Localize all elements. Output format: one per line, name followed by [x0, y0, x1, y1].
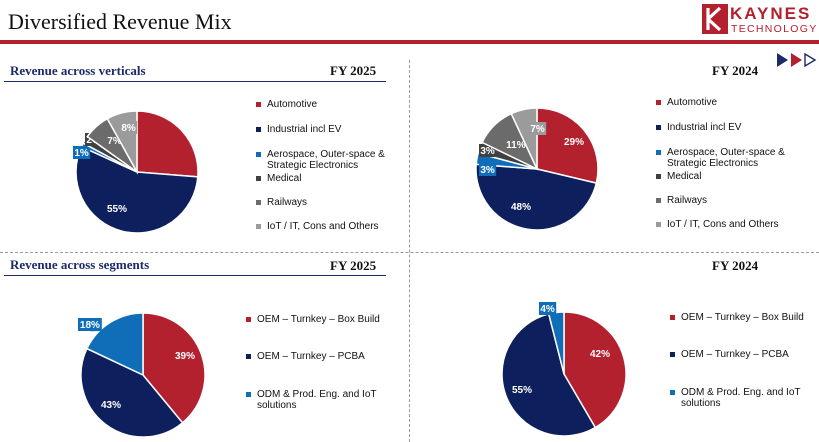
pie-label: 55%: [107, 204, 127, 215]
pie-label: 1%: [74, 148, 89, 159]
legend-label: ODM & Prod. Eng. and IoT solutions: [257, 389, 377, 411]
pie-segments-fy2025: 39% 43% 18%: [78, 312, 206, 438]
pie-label: 3%: [480, 146, 495, 157]
legend-label: Aerospace, Outer-space & Strategic Electr…: [667, 147, 785, 169]
pie-label: 18%: [80, 320, 100, 331]
verticals-heading: Revenue across verticals: [10, 63, 146, 78]
pie-slice-industrial-incl-ev: [475, 163, 598, 231]
legend-label: OEM – Turnkey – Box Build: [257, 314, 380, 325]
legend-label: Railways: [667, 195, 708, 206]
legend-label: ODM & Prod. Eng. and IoT solutions: [681, 387, 801, 409]
pie-label-box: [73, 146, 91, 159]
fy-label-segments-2024: FY 2024: [712, 258, 759, 273]
vertical-divider: [409, 60, 410, 442]
legend-swatch: [656, 125, 661, 130]
page-title: Diversified Revenue Mix: [8, 9, 232, 34]
pie-label: 29%: [564, 137, 584, 148]
pie-slice-odm-prod-eng-and-iot-solutions: [85, 312, 144, 377]
horizontal-divider: [0, 252, 819, 253]
pie-label: 39%: [175, 351, 195, 362]
pie-segments-fy2024: 42% 55% 4%: [501, 302, 627, 437]
pie-slice-industrial-incl-ev: [75, 145, 199, 234]
legend-swatch: [256, 224, 261, 229]
pie-label: 43%: [101, 400, 121, 411]
pie-label: 7%: [530, 124, 545, 135]
legend-swatch: [256, 127, 261, 132]
pie-label: 8%: [121, 123, 136, 134]
segments-heading: Revenue across segments: [10, 257, 150, 272]
segments-underline: [4, 275, 386, 276]
legend-label: Automotive: [667, 97, 718, 108]
pie-slice-oem-turnkey-box-build: [563, 311, 627, 429]
legend-swatch: [656, 222, 661, 227]
legend-label: Railways: [267, 197, 308, 208]
logo-word: KAYNES: [730, 4, 812, 23]
legend-label: Medical: [267, 173, 302, 184]
legend-label: OEM – Turnkey – PCBA: [257, 351, 365, 362]
pie-label-box: [539, 302, 557, 315]
logo-subword: TECHNOLOGY: [731, 23, 818, 35]
legend-label: IoT / IT, Cons and Others: [267, 221, 379, 232]
legend-swatch: [246, 354, 251, 359]
legend-label: Automotive: [267, 99, 318, 110]
pie-label-box: [120, 121, 138, 134]
pie-label-box: [504, 138, 528, 151]
header-rule: [0, 40, 819, 44]
legend-swatch: [246, 317, 251, 322]
fy-label-verticals-2024: FY 2024: [712, 63, 759, 78]
legend-label: OEM – Turnkey – PCBA: [681, 349, 789, 360]
fy-label-verticals-2025: FY 2025: [330, 63, 377, 78]
pie-label: 11%: [506, 140, 526, 151]
legend-swatch: [246, 392, 251, 397]
legend-swatch: [256, 176, 261, 181]
legend-label: Aerospace, Outer-space & Strategic Electr…: [267, 149, 385, 171]
legend-swatch: [670, 390, 675, 395]
pie-slice-oem-turnkey-pcba: [501, 312, 597, 437]
legend-swatch: [656, 174, 661, 179]
legend-label: Industrial incl EV: [667, 122, 742, 133]
pie-label: 7%: [107, 136, 122, 147]
legend-swatch: [670, 315, 675, 320]
legend-swatch: [656, 150, 661, 155]
pie-label: 3%: [480, 165, 495, 176]
pie-label: 48%: [511, 202, 531, 213]
legend-swatch: [256, 102, 261, 107]
company-logo: KAYNES TECHNOLOGY: [702, 4, 818, 38]
pie-verticals-fy2025: 26%55%1%2%7%8%: [73, 110, 199, 234]
legend-swatch: [670, 352, 675, 357]
pie-verticals-fy2024: 29% 48% 3% 3% 11% 7%: [475, 107, 599, 231]
fy-label-segments-2025: FY 2025: [330, 258, 377, 273]
pie-label-box: [78, 318, 102, 331]
legend-label: OEM – Turnkey – Box Build: [681, 312, 804, 323]
pie-label-box: [529, 122, 547, 135]
legend-label: IoT / IT, Cons and Others: [667, 219, 779, 230]
kaynes-logo-icon: [702, 4, 728, 34]
pie-slice-automotive: [536, 107, 599, 185]
pie-label: 55%: [512, 385, 532, 396]
next-arrows-icon: [777, 53, 817, 67]
verticals-underline: [4, 81, 386, 82]
pie-slice-oem-turnkey-box-build: [142, 312, 206, 424]
legend-label: Medical: [667, 171, 702, 182]
legend-swatch: [256, 152, 261, 157]
pie-slice-oem-turnkey-pcba: [80, 347, 184, 438]
legend-swatch: [656, 198, 661, 203]
pie-slice-automotive: [136, 110, 199, 178]
legend-swatch: [256, 200, 261, 205]
legend-label: Industrial incl EV: [267, 124, 342, 135]
legend-swatch: [656, 100, 661, 105]
pie-label-box: [479, 163, 497, 176]
pie-label: 4%: [540, 304, 555, 315]
pie-label: 42%: [590, 349, 610, 360]
